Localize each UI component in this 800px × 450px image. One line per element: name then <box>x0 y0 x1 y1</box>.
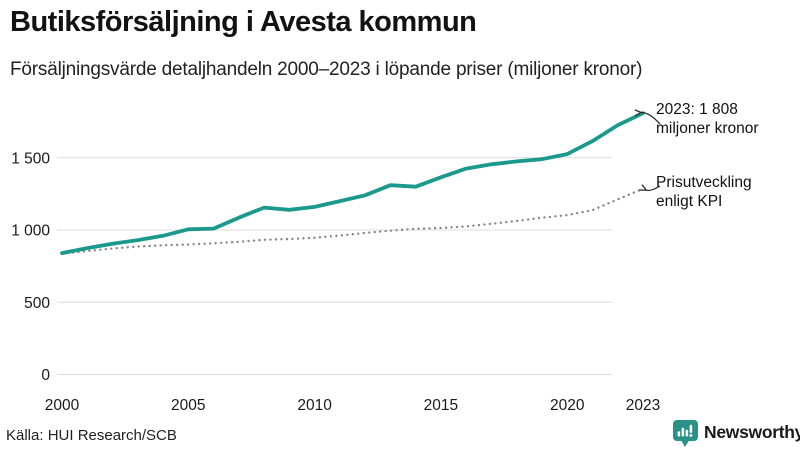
x-tick-label: 2005 <box>171 397 205 414</box>
sales-annotation-line1: 2023: 1 808 <box>656 101 738 118</box>
page-subtitle: Försäljningsvärde detaljhandeln 2000–202… <box>10 59 643 80</box>
gridlines <box>57 157 612 375</box>
x-tick-label: 2015 <box>424 397 458 414</box>
kpi-dotted-line <box>60 187 645 255</box>
x-tick-label: 2023 <box>626 397 660 414</box>
y-tick-label: 1 000 <box>11 223 50 240</box>
newsworthy-logo[interactable]: Newsworthy <box>672 419 800 449</box>
x-tick-label: 2010 <box>297 397 332 414</box>
x-tick-label: 2020 <box>550 397 585 414</box>
kpi-annotation-line2: enligt KPI <box>656 193 723 210</box>
y-tick-label: 1 500 <box>11 150 50 167</box>
sales-annotation-line2: miljoner kronor <box>656 120 759 137</box>
annotation-arrows <box>641 112 661 192</box>
kpi-line-annotation: Prisutveckling enligt KPI <box>656 173 752 211</box>
sales-annotation-arrow <box>641 112 661 125</box>
y-tick-label: 500 <box>24 295 50 312</box>
y-axis-tick-labels: 0 500 1 000 1 500 <box>11 150 50 384</box>
x-axis-tick-labels: 2000 2005 2010 2015 2020 2023 <box>45 397 660 414</box>
newsworthy-logo-text: Newsworthy <box>704 422 800 442</box>
page-title: Butiksförsäljning i Avesta kommun <box>10 6 477 38</box>
kpi-annotation-arrow <box>646 186 661 192</box>
y-tick-label: 0 <box>41 367 50 384</box>
x-tick-label: 2000 <box>45 397 80 414</box>
data-series-lines <box>60 111 645 256</box>
source-attribution: Källa: HUI Research/SCB <box>6 427 177 444</box>
kpi-annotation-line1: Prisutveckling <box>656 174 752 191</box>
sales-value-annotation: 2023: 1 808 miljoner kronor <box>656 100 759 138</box>
newsworthy-chart-bubble-icon <box>673 420 698 447</box>
sales-line <box>60 111 645 256</box>
